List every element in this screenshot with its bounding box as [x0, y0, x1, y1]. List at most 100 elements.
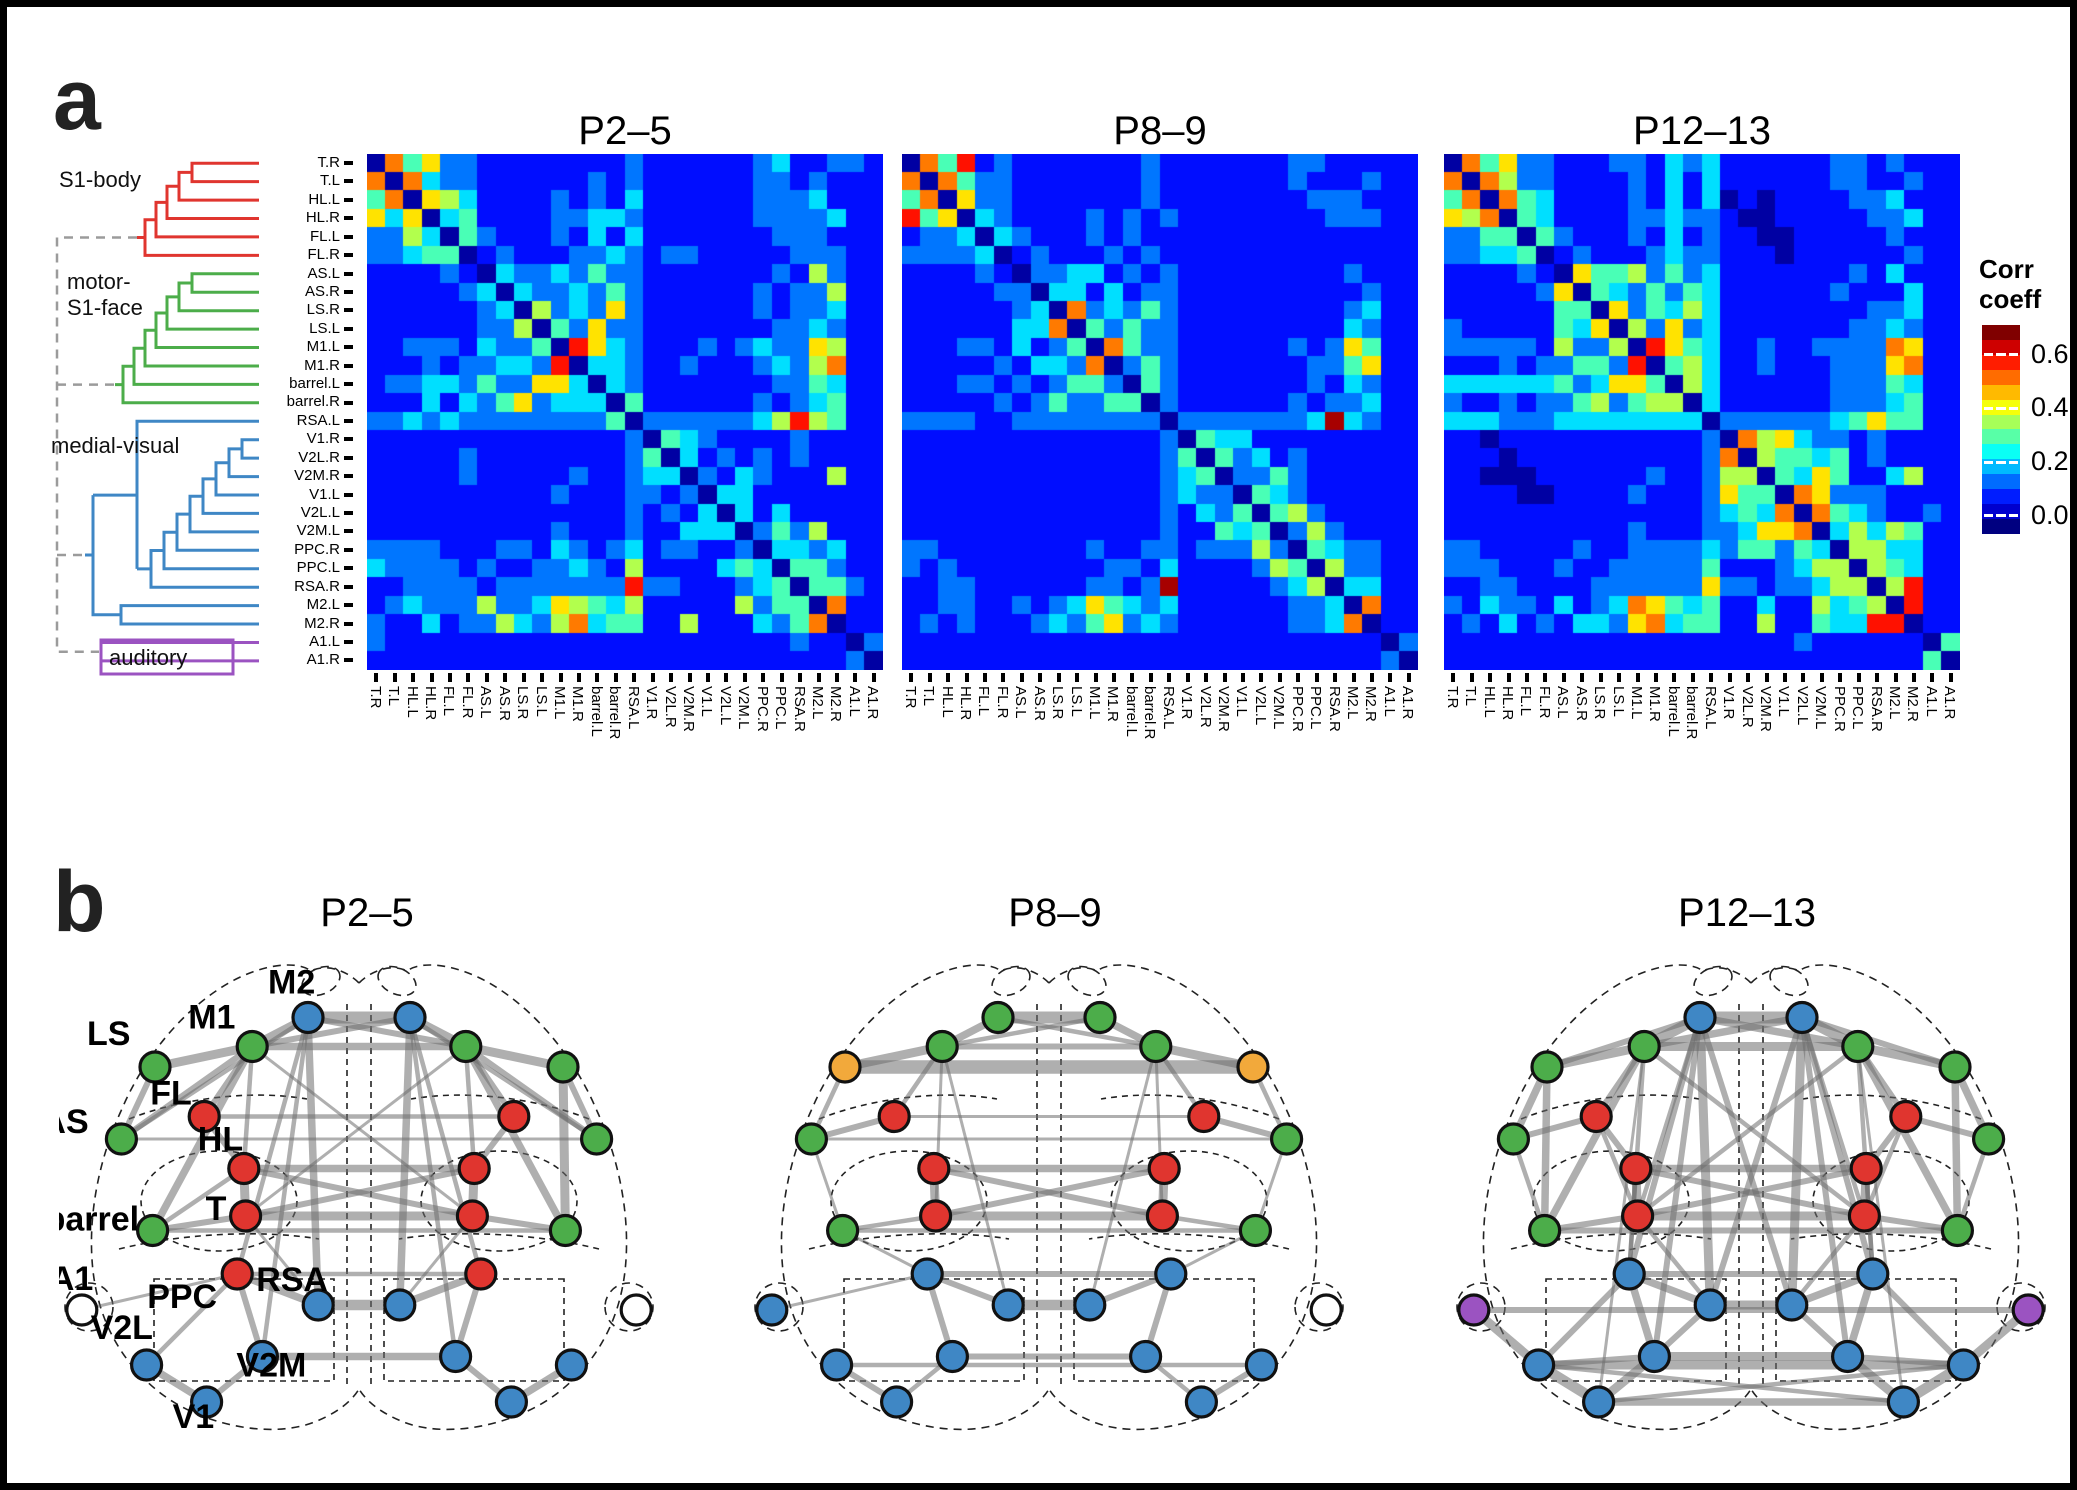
colorbar-tick-label-0.0: 0.0 [2031, 499, 2069, 530]
network-edge-AS.L-M2.L [120, 1015, 310, 1141]
col-tick [779, 673, 784, 682]
col-tick [1561, 673, 1566, 682]
network-edge-M1.R-V1.R [1856, 1046, 1905, 1403]
col-label-V2L.R: V2L.R [661, 686, 679, 728]
heatmap-P8-9 [902, 154, 1418, 670]
network-edge-barrel.L-HL.L [151, 1166, 246, 1233]
colorbar-band [1982, 444, 2020, 460]
col-tick [1056, 673, 1061, 682]
col-label-T.L: T.L [1462, 686, 1480, 707]
col-label-barrel.L: barrel.L [1664, 686, 1682, 737]
network-node-RSA.L [301, 1288, 335, 1322]
network-edge-M2.R-V2M.R [407, 1017, 458, 1357]
network-edge-M2.R-RSA.L [1707, 1016, 1805, 1306]
col-tick [1277, 673, 1282, 682]
network-node-T.L [229, 1199, 263, 1233]
row-tick [344, 382, 353, 387]
network-edge-V2M.L-V2L.L [1538, 1353, 1655, 1368]
cluster-label-motor: motor- [67, 269, 131, 294]
network-node-A1.R [1309, 1293, 1343, 1327]
col-label-M2.L: M2.L [1886, 686, 1903, 720]
col-tick [632, 673, 637, 682]
col-tick [1819, 673, 1824, 682]
row-label-barrel.L: barrel.L [207, 375, 353, 393]
network-node-AS.R [579, 1122, 614, 1156]
col-tick [595, 673, 600, 682]
network-node-FL.R [1889, 1099, 1923, 1134]
col-tick [834, 673, 839, 682]
colorbar-tick-dash [1984, 353, 1993, 357]
col-tick [705, 673, 710, 682]
network-edge-M1.L-T.L [934, 1046, 944, 1217]
network-node-AS.L [104, 1122, 139, 1156]
col-tick [982, 673, 987, 682]
col-tick [798, 673, 803, 682]
col-tick [964, 673, 969, 682]
col-label-FL.L: FL.L [1517, 686, 1535, 717]
network-node-V2M.L [1637, 1339, 1671, 1374]
col-label-V2M.L: V2M.L [1812, 686, 1830, 730]
col-tick [484, 673, 489, 682]
colorbar-tick-dash [1996, 406, 2006, 410]
row-label-AS.L: AS.L [207, 265, 353, 283]
col-label-AS.R: AS.R [1572, 686, 1590, 722]
col-label-AS.R: AS.R [1030, 686, 1048, 722]
row-tick [344, 529, 353, 534]
network-label-V2M: V2M [236, 1347, 306, 1385]
network-node-LS.L [1530, 1050, 1564, 1084]
col-label-M1.L: M1.L [551, 686, 568, 720]
col-tick [1259, 673, 1264, 682]
network-node-V2L.L [819, 1348, 854, 1382]
network-node-V2M.L [935, 1339, 969, 1374]
network-node-M2.L [291, 1000, 325, 1035]
network-edge-M1.R-HL.R [463, 1046, 477, 1169]
col-tick [429, 673, 434, 682]
network-node-AS.L [1496, 1122, 1531, 1156]
network-edge-M2.L-RSA.L [304, 1017, 322, 1306]
row-tick [344, 400, 353, 405]
network-node-RSA.R [383, 1288, 417, 1322]
row-label-M2.L: M2.L [207, 596, 353, 614]
col-tick [1167, 673, 1172, 682]
col-label-M2.R: M2.R [1904, 686, 1922, 722]
row-label-LS.L: LS.L [207, 320, 353, 338]
network-label-barrel: barrel [59, 1201, 139, 1239]
col-tick [1333, 673, 1338, 682]
network-edge-M1.L-V1.L [1597, 1046, 1646, 1403]
network-title-p2-5: P2–5 [320, 891, 414, 935]
network-node-PPC.R [1154, 1257, 1188, 1291]
row-label-T.L: T.L [207, 172, 353, 190]
network-node-AS.R [1269, 1122, 1304, 1156]
col-tick [1911, 673, 1916, 682]
network-node-M2.L [981, 1000, 1015, 1035]
network-node-HL.L [227, 1151, 261, 1186]
col-tick [1690, 673, 1695, 682]
row-label-M1.L: M1.L [207, 338, 353, 356]
col-tick [1130, 673, 1135, 682]
col-tick [1222, 673, 1227, 682]
network-edge-V2L.L-PPC.L [145, 1272, 239, 1367]
colorbar-band [1982, 384, 2020, 400]
row-label-T.R: T.R [207, 154, 353, 172]
col-label-RSA.L: RSA.L [624, 686, 642, 730]
col-tick [1782, 673, 1787, 682]
col-tick [1240, 673, 1245, 682]
col-tick [761, 673, 766, 682]
col-tick [742, 673, 747, 682]
network-node-T.R [455, 1199, 489, 1233]
colorbar-tick-label-0.6: 0.6 [2031, 338, 2069, 369]
network-edge-M2.L-V2M.L [260, 1017, 311, 1357]
col-tick [687, 673, 692, 682]
heatmap-row-labels: T.R T.L HL.L HL.R FL.L FL.R AS.L AS.R LS.R LS.L M1… [207, 154, 353, 670]
col-tick [411, 673, 416, 682]
col-label-barrel.R: barrel.R [606, 686, 624, 740]
col-tick [1019, 673, 1024, 682]
col-tick [1930, 673, 1935, 682]
colorbar-tick-dash [1984, 514, 1993, 518]
network-label-V2L: V2L [91, 1309, 153, 1347]
network-edge-PPC.L-V2L.L [1536, 1271, 1632, 1368]
col-label-V2M.R: V2M.R [1215, 686, 1232, 732]
network-node-M1.L [235, 1029, 269, 1064]
col-label-barrel.R: barrel.R [1683, 686, 1701, 740]
col-tick [558, 673, 563, 682]
